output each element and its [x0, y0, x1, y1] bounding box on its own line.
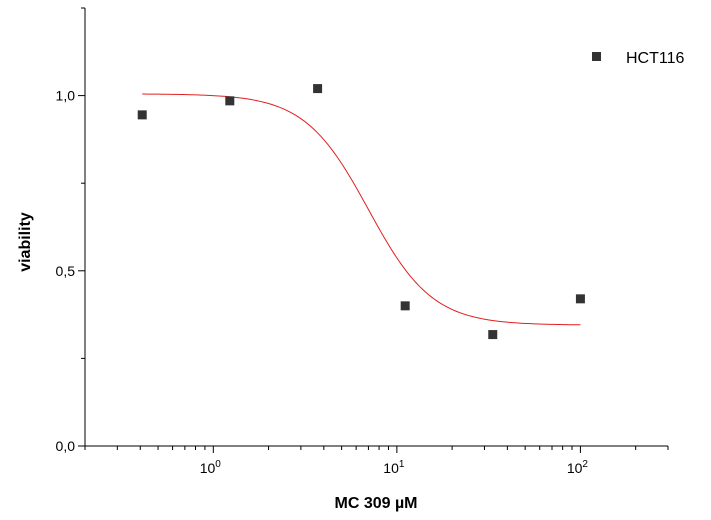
x-tick-label: 101 — [383, 459, 405, 476]
fit-curve — [142, 93, 581, 326]
x-tick-label: 102 — [567, 459, 589, 476]
data-point — [488, 330, 498, 340]
data-point — [225, 96, 235, 106]
y-tick-label: 0,0 — [56, 438, 76, 454]
data-point — [575, 294, 585, 304]
x-tick-labels: 100 101 102 — [200, 459, 589, 476]
legend-marker — [592, 52, 601, 61]
data-point — [137, 110, 147, 120]
x-tick-label: 100 — [200, 459, 222, 476]
y-tick-label: 0,5 — [56, 263, 76, 279]
data-point — [400, 301, 410, 311]
y-ticks — [78, 7, 85, 447]
data-points — [137, 84, 585, 340]
axes — [84, 8, 668, 447]
y-axis-title: viability — [17, 212, 34, 272]
data-point — [313, 84, 323, 94]
y-tick-labels: 0,0 0,5 1,0 — [56, 88, 76, 454]
x-axis-title: MC 309 µM — [334, 495, 417, 512]
legend-label: HCT116 — [626, 50, 684, 67]
y-tick-label: 1,0 — [56, 88, 76, 104]
x-ticks — [84, 446, 669, 453]
legend: HCT116 — [592, 50, 684, 67]
